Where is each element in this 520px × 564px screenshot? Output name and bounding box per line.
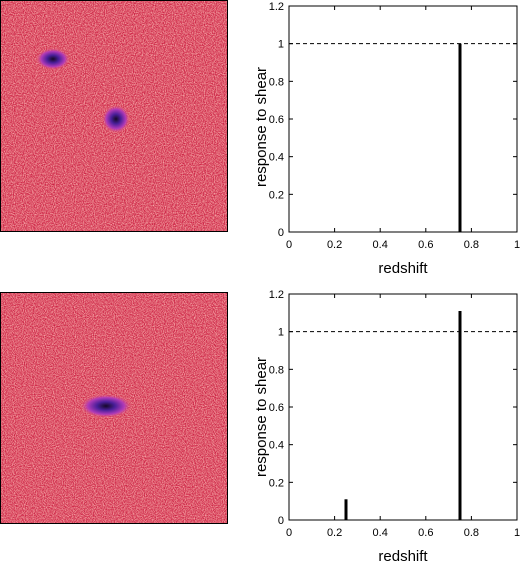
x-tick-label: 0.4	[373, 527, 388, 539]
galaxy-blob	[102, 105, 130, 133]
y-tick-label: 0.8	[269, 76, 284, 88]
x-tick-label: 0.8	[464, 239, 479, 251]
y-axis-title: response to shear	[253, 67, 270, 187]
galaxy-image-bottom-canvas	[0, 292, 228, 524]
x-tick-label: 0.2	[327, 527, 342, 539]
x-tick-label: 0	[286, 239, 292, 251]
y-tick-label: 1	[278, 327, 284, 339]
x-tick-label: 0.6	[418, 239, 433, 251]
galaxy-blob	[80, 394, 132, 418]
x-tick-label: 0.2	[327, 239, 342, 251]
x-axis-title: redshift	[378, 260, 428, 277]
y-tick-label: 1.2	[269, 1, 284, 13]
y-tick-label: 0.2	[269, 189, 284, 201]
galaxy-image-top-canvas	[0, 0, 228, 232]
x-tick-label: 0.8	[464, 527, 479, 539]
shear-response-chart-bottom-svg: response to shear redshift 0 0.2 0.4 0.6 0.8…	[253, 289, 520, 564]
plot-frame	[288, 5, 518, 233]
y-tick-label: 0.6	[269, 114, 284, 126]
shear-response-chart-top-svg: response to shear redshift 0 0.2 0.4 0.6 0.8…	[253, 1, 520, 277]
y-tick-label: 0.4	[269, 440, 284, 452]
plot-frame	[288, 293, 518, 521]
galaxy-blob	[36, 48, 70, 70]
y-tick-label: 0	[278, 515, 284, 527]
y-tick-label: 1.2	[269, 289, 284, 301]
y-tick-label: 0.4	[269, 152, 284, 164]
x-axis-title: redshift	[378, 548, 428, 564]
y-axis-title: response to shear	[253, 357, 270, 477]
y-tick-label: 1	[278, 39, 284, 51]
y-tick-label: 0.8	[269, 364, 284, 376]
y-tick-label: 0.6	[269, 402, 284, 414]
x-tick-label: 0.4	[373, 239, 388, 251]
shear-response-chart-top: response to shear redshift 0 0.2 0.4 0.6 0.8…	[232, 0, 520, 282]
x-tick-label: 1	[514, 239, 520, 251]
y-tick-label: 0.2	[269, 477, 284, 489]
shear-response-chart-bottom: response to shear redshift 0 0.2 0.4 0.6 0.8…	[232, 282, 520, 564]
y-tick-label: 0	[278, 227, 284, 239]
galaxy-image-top	[0, 0, 228, 232]
image-frame	[0, 292, 228, 524]
x-tick-label: 0	[286, 527, 292, 539]
x-tick-label: 0.6	[418, 527, 433, 539]
galaxy-image-bottom	[0, 292, 228, 524]
x-tick-label: 1	[514, 527, 520, 539]
image-frame	[0, 0, 228, 232]
